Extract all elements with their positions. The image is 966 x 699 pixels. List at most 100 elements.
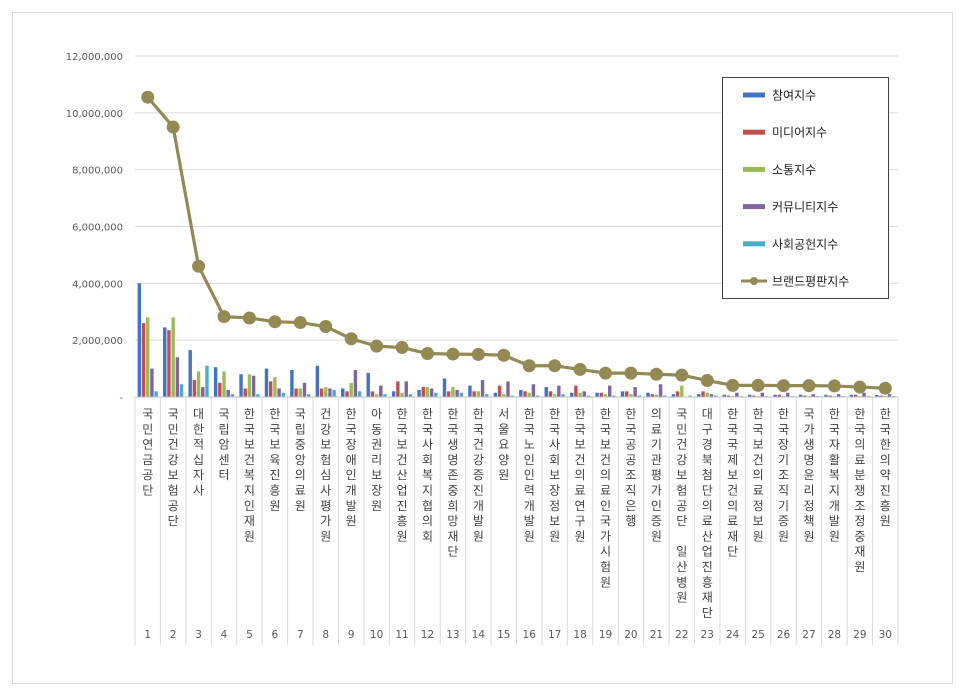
bar-2-29 (853, 394, 858, 397)
brand-index-point-5 (242, 311, 256, 325)
rank-label: 7 (297, 629, 304, 641)
brand-index-point-13 (446, 347, 460, 361)
bar-2-21 (650, 394, 654, 397)
bar-3-12 (425, 387, 430, 397)
brand-index-point-3 (192, 259, 206, 273)
bar-3-18 (578, 392, 582, 397)
rank-label: 12 (421, 629, 434, 641)
bar-1-20 (620, 391, 625, 397)
bar-3-10 (374, 394, 379, 397)
bar-2-3 (192, 379, 197, 397)
bar-3-9 (349, 382, 353, 397)
brand-index-point-14 (471, 347, 485, 361)
brand-index-point-2 (166, 120, 180, 134)
bar-4-23 (709, 394, 714, 397)
bar-4-25 (760, 392, 765, 397)
bar-2-9 (345, 391, 349, 397)
bar-2-25 (752, 395, 756, 397)
bar-4-20 (633, 387, 637, 397)
bar-1-14 (468, 385, 472, 397)
bar-1-19 (595, 392, 599, 397)
bar-5-15 (510, 395, 514, 397)
bar-5-13 (459, 392, 464, 397)
bar-1-22 (671, 394, 676, 397)
bar-3-22 (680, 385, 684, 397)
bar-4-18 (582, 391, 586, 397)
bar-4-1 (150, 368, 154, 397)
bar-3-1 (146, 317, 150, 397)
legend-swatch (743, 241, 765, 247)
bar-4-9 (353, 370, 358, 397)
bar-4-15 (506, 381, 510, 397)
bar-4-6 (277, 388, 281, 397)
brand-index-point-28 (827, 379, 841, 393)
brand-index-point-19 (599, 366, 613, 380)
bar-4-19 (608, 385, 612, 397)
brand-index-point-29 (853, 380, 867, 394)
brand-index-point-10 (370, 339, 384, 353)
bar-2-23 (701, 391, 705, 397)
y-tick-label: 4,000,000 (72, 279, 123, 290)
y-axis: - 2,000,000 4,000,000 6,000,000 8,000,000 10,… (66, 52, 124, 404)
rank-label: 28 (828, 629, 841, 641)
brand-index-point-26 (777, 379, 791, 393)
legend-swatch (743, 166, 765, 172)
bar-2-12 (421, 387, 425, 397)
bar-1-1 (137, 283, 142, 397)
bar-2-13 (447, 391, 451, 397)
legend-label: 브랜드평판지수 (772, 275, 849, 289)
bar-5-20 (637, 395, 642, 397)
bar-1-6 (264, 368, 269, 397)
bar-1-17 (544, 387, 548, 397)
bar-4-27 (811, 394, 815, 397)
brand-index-point-21 (649, 367, 663, 381)
bar-3-15 (502, 394, 506, 397)
bar-1-8 (315, 365, 320, 397)
bar-2-27 (803, 395, 807, 397)
bar-1-13 (442, 378, 447, 397)
brand-index-point-9 (344, 332, 358, 346)
bar-2-2 (167, 330, 171, 397)
bar-1-15 (493, 392, 498, 397)
bar-5-6 (281, 392, 285, 397)
bar-2-1 (141, 323, 146, 397)
rank-label: 10 (370, 629, 383, 641)
y-tick-label: 10,000,000 (66, 109, 123, 120)
rank-label: 25 (751, 629, 764, 641)
bar-1-25 (748, 394, 752, 397)
bar-4-30 (887, 394, 892, 397)
legend-swatch (743, 92, 765, 98)
bar-1-7 (290, 370, 294, 397)
bar-3-2 (171, 317, 175, 397)
bar-5-1 (154, 391, 158, 397)
bar-1-26 (773, 394, 777, 397)
rank-label: 4 (221, 629, 228, 641)
brand-index-point-16 (522, 359, 536, 373)
brand-index-point-25 (751, 378, 765, 392)
rank-label: 9 (348, 629, 355, 641)
y-tick-label: 2,000,000 (72, 336, 123, 347)
brand-index-point-22 (675, 368, 689, 382)
brand-index-point-27 (802, 379, 816, 393)
bar-2-30 (879, 395, 883, 397)
bar-2-24 (726, 395, 731, 397)
rank-label: 24 (726, 629, 740, 641)
bar-series (137, 283, 896, 397)
rank-label: 3 (195, 629, 202, 641)
bar-1-27 (798, 394, 803, 397)
bar-1-3 (188, 350, 192, 397)
bar-1-12 (417, 389, 421, 397)
rank-label: 18 (573, 629, 586, 641)
bar-5-4 (230, 394, 235, 397)
bar-2-14 (472, 391, 476, 397)
